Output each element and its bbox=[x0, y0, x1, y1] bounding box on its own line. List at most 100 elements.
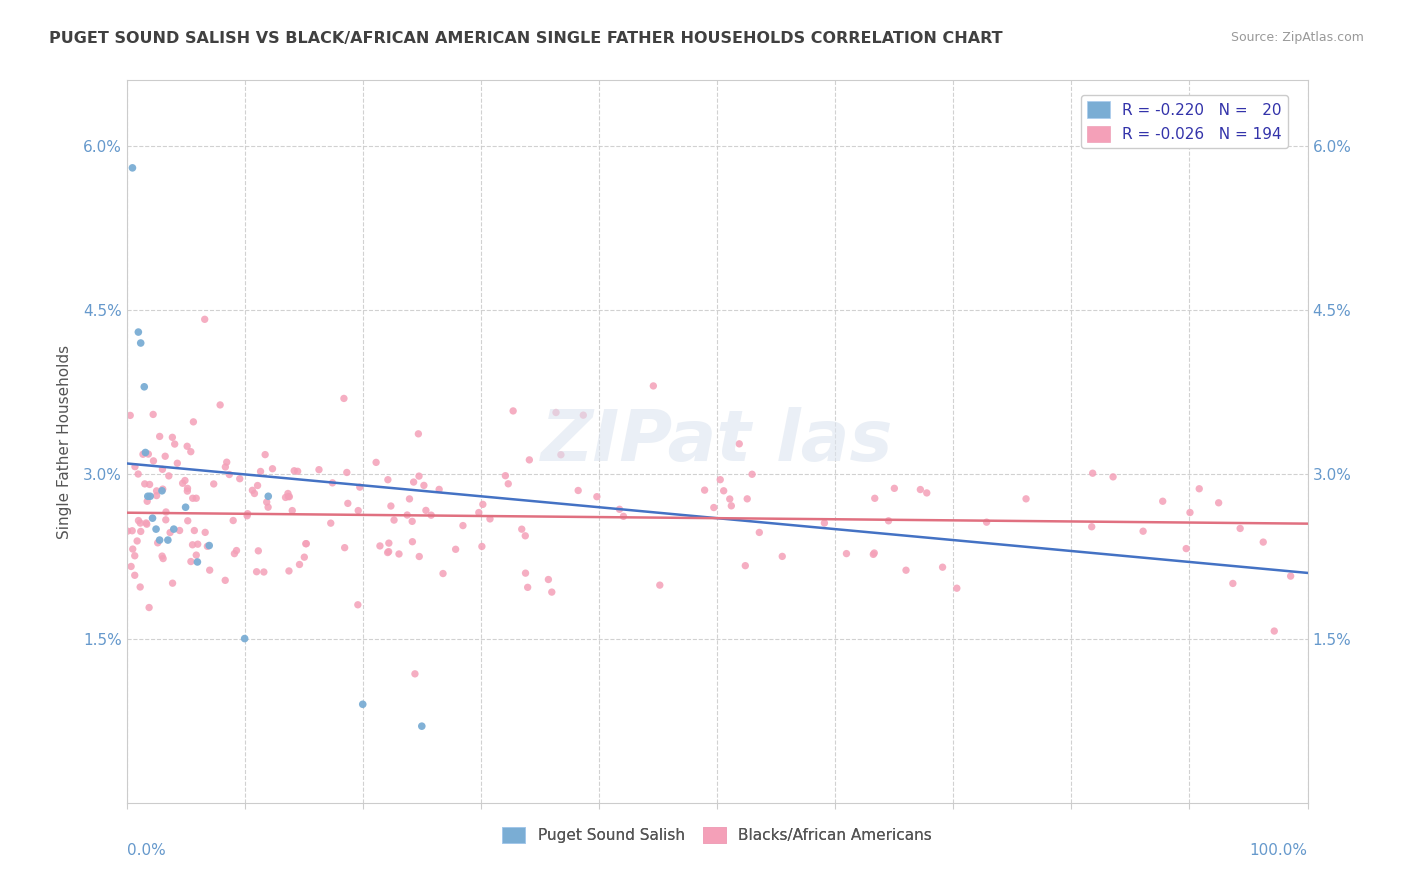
Point bbox=[180, 444, 202, 458]
Point bbox=[181, 538, 204, 552]
Point bbox=[471, 497, 494, 511]
Point bbox=[253, 565, 276, 579]
Point bbox=[377, 473, 399, 487]
Point bbox=[510, 522, 533, 536]
Point bbox=[257, 489, 280, 503]
Point bbox=[471, 540, 494, 554]
Point bbox=[368, 539, 391, 553]
Point bbox=[401, 534, 423, 549]
Point bbox=[127, 467, 149, 481]
Point bbox=[308, 463, 330, 477]
Point bbox=[124, 459, 146, 474]
Y-axis label: Single Father Households: Single Father Households bbox=[56, 344, 72, 539]
Point bbox=[187, 537, 209, 551]
Point bbox=[149, 533, 172, 547]
Point bbox=[129, 336, 152, 351]
Point bbox=[134, 445, 156, 459]
Point bbox=[352, 698, 374, 712]
Point bbox=[567, 483, 589, 498]
Point bbox=[176, 484, 198, 499]
Text: 0.0%: 0.0% bbox=[127, 843, 166, 858]
Point bbox=[163, 522, 186, 536]
Point bbox=[1132, 524, 1154, 539]
Point bbox=[1081, 467, 1104, 481]
Point bbox=[748, 525, 770, 540]
Point bbox=[544, 405, 567, 419]
Point bbox=[224, 547, 246, 561]
Point bbox=[157, 469, 180, 483]
Point bbox=[134, 380, 156, 394]
Point bbox=[120, 559, 142, 574]
Point bbox=[176, 439, 198, 453]
Point bbox=[124, 549, 146, 563]
Point bbox=[835, 547, 858, 561]
Point bbox=[150, 549, 173, 563]
Point bbox=[735, 491, 758, 506]
Point bbox=[408, 549, 430, 564]
Point bbox=[120, 409, 142, 423]
Point bbox=[401, 514, 423, 528]
Point bbox=[388, 547, 411, 561]
Point bbox=[146, 536, 169, 550]
Point bbox=[162, 576, 184, 591]
Point bbox=[648, 578, 671, 592]
Point bbox=[572, 408, 595, 422]
Point bbox=[612, 509, 634, 524]
Point bbox=[215, 455, 238, 469]
Point bbox=[378, 536, 401, 550]
Point bbox=[136, 494, 159, 508]
Point bbox=[515, 566, 537, 581]
Point bbox=[152, 551, 174, 566]
Point bbox=[156, 533, 179, 547]
Point bbox=[910, 483, 932, 497]
Point bbox=[180, 555, 202, 569]
Point bbox=[1102, 470, 1125, 484]
Point bbox=[262, 462, 284, 476]
Point bbox=[321, 475, 343, 490]
Point bbox=[198, 563, 221, 577]
Point bbox=[281, 503, 304, 517]
Point bbox=[124, 568, 146, 582]
Point bbox=[214, 574, 236, 588]
Point bbox=[277, 490, 299, 504]
Point bbox=[813, 516, 835, 530]
Point bbox=[139, 489, 162, 503]
Point bbox=[174, 500, 197, 515]
Point bbox=[718, 491, 741, 506]
Point bbox=[152, 482, 174, 496]
Point bbox=[132, 447, 155, 461]
Point bbox=[162, 430, 184, 444]
Point bbox=[540, 585, 562, 599]
Point bbox=[877, 514, 900, 528]
Point bbox=[194, 312, 217, 326]
Point bbox=[883, 481, 905, 495]
Point bbox=[121, 161, 143, 175]
Point bbox=[138, 600, 160, 615]
Point bbox=[336, 466, 359, 480]
Point bbox=[404, 666, 426, 681]
Point bbox=[347, 598, 370, 612]
Point bbox=[198, 539, 221, 553]
Point bbox=[451, 518, 474, 533]
Point bbox=[183, 524, 205, 538]
Point bbox=[183, 415, 205, 429]
Point bbox=[129, 524, 152, 539]
Point bbox=[288, 558, 311, 572]
Point bbox=[377, 544, 399, 558]
Point bbox=[408, 426, 430, 441]
Point bbox=[243, 486, 266, 500]
Point bbox=[155, 513, 177, 527]
Point bbox=[141, 511, 163, 525]
Point bbox=[254, 448, 277, 462]
Point bbox=[295, 536, 318, 550]
Point bbox=[150, 483, 173, 498]
Point bbox=[863, 546, 886, 560]
Text: 100.0%: 100.0% bbox=[1250, 843, 1308, 858]
Point bbox=[415, 503, 437, 517]
Point bbox=[894, 563, 917, 577]
Point bbox=[152, 462, 174, 476]
Point bbox=[319, 516, 342, 530]
Point bbox=[149, 429, 172, 443]
Point bbox=[550, 448, 572, 462]
Point bbox=[537, 573, 560, 587]
